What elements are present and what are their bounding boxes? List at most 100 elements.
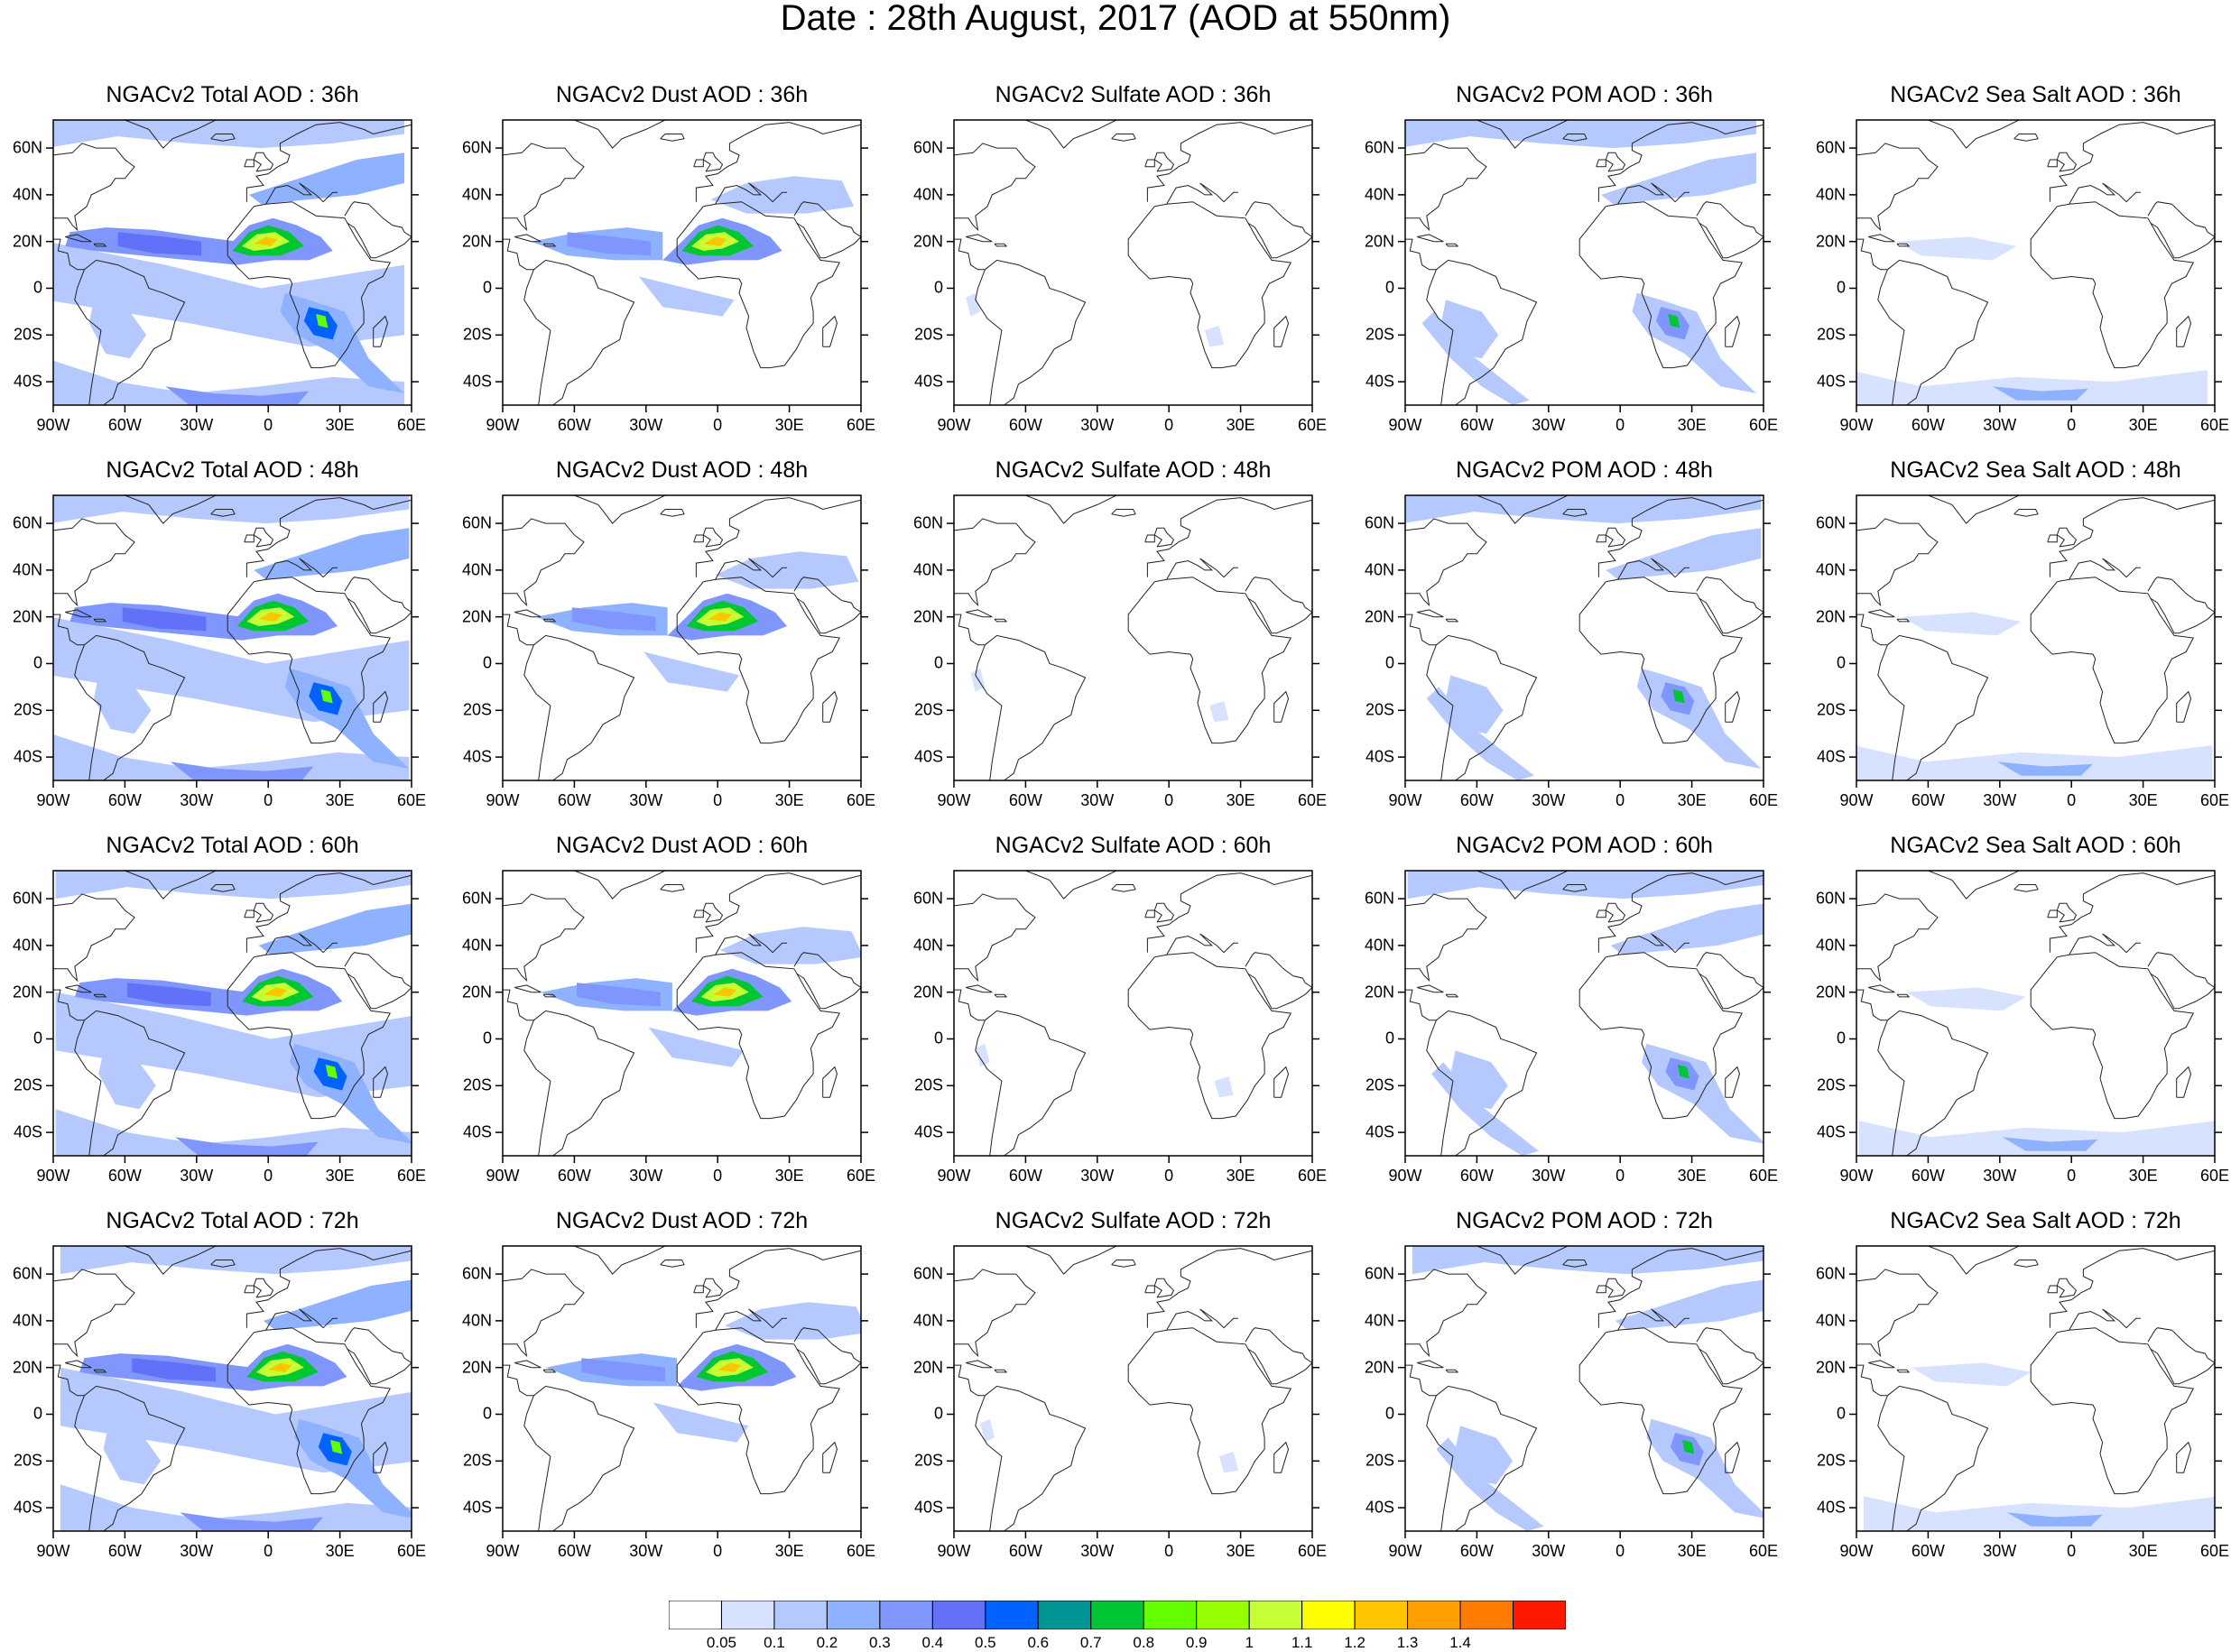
lat-tick-label: 20N	[1364, 232, 1394, 251]
coastline	[2147, 952, 2215, 988]
lon-tick-label: 30W	[1080, 416, 1115, 434]
lat-tick-label: 40N	[1815, 936, 1846, 955]
coastline	[1562, 134, 1588, 142]
coastline	[2013, 884, 2039, 892]
lon-tick-label: 0	[2067, 1542, 2077, 1560]
coastline	[1856, 893, 1939, 983]
aod-plume	[94, 675, 152, 734]
coastline	[1273, 315, 1290, 347]
coastline	[1856, 518, 1939, 607]
lon-tick-label: 90W	[486, 791, 520, 809]
lat-tick-label: 60N	[461, 138, 492, 157]
lon-tick-label: 0	[264, 1542, 273, 1560]
coastline	[265, 1308, 338, 1331]
lat-tick-label: 40N	[1364, 1311, 1394, 1330]
lat-tick-label: 60N	[1815, 889, 1846, 908]
lon-tick-label: 60E	[396, 1167, 427, 1185]
lat-tick-label: 40N	[12, 560, 42, 579]
coastline	[1111, 1260, 1136, 1268]
lat-tick-label: 0	[933, 653, 943, 672]
lon-tick-label: 60W	[557, 1542, 591, 1560]
coastline	[822, 1441, 838, 1473]
colorbar-swatch	[826, 1601, 881, 1629]
coastline	[65, 609, 92, 618]
panel-title: NGACv2 Total AOD : 48h	[106, 457, 359, 483]
lat-tick-label: 40N	[1364, 936, 1394, 955]
coastline	[1696, 1327, 1764, 1363]
coastline	[1617, 933, 1689, 955]
lon-tick-label: 30W	[629, 1542, 663, 1560]
lat-tick-label: 40S	[13, 372, 42, 391]
lon-tick-label: 30E	[325, 791, 355, 809]
lon-tick-label: 30W	[629, 791, 663, 809]
lat-tick-label: 0	[32, 278, 42, 297]
coastline	[1405, 518, 1487, 607]
coastline	[1146, 872, 1312, 953]
coastline	[543, 871, 666, 900]
lat-tick-label: 60N	[912, 138, 943, 157]
coastline	[1245, 201, 1312, 237]
lat-tick-label: 20N	[1364, 1358, 1394, 1377]
coastline	[975, 1385, 1087, 1531]
coastline	[1405, 989, 1437, 1021]
lon-tick-label: 30E	[325, 1542, 355, 1560]
lon-tick-label: 90W	[36, 416, 70, 434]
coastline	[514, 234, 542, 243]
coastline	[1868, 984, 1895, 993]
lat-tick-label: 60N	[912, 889, 943, 908]
coastline	[995, 120, 1117, 149]
aod-plume	[1204, 325, 1225, 347]
lon-tick-label: 60E	[2199, 1167, 2230, 1185]
lat-tick-label: 40N	[461, 936, 492, 955]
lat-tick-label: 40S	[13, 1498, 42, 1517]
lat-tick-label: 20N	[1364, 607, 1394, 626]
lon-tick-label: 60E	[846, 416, 876, 434]
coastline	[793, 1327, 861, 1363]
coastline	[1856, 238, 1888, 271]
coastline	[542, 993, 557, 998]
coastline	[1597, 497, 1764, 577]
coastline	[253, 152, 274, 172]
coastline	[796, 973, 861, 1010]
lat-tick-label: 0	[1384, 653, 1394, 672]
coastline	[1877, 634, 1989, 780]
aod-map	[1398, 494, 1771, 788]
coastline	[1596, 159, 1606, 168]
coastline	[514, 609, 542, 618]
lat-tick-label: 60N	[12, 513, 42, 532]
aod-plume	[1856, 745, 2213, 780]
coastline	[344, 577, 412, 613]
aod-plume	[165, 386, 310, 405]
coastline	[1426, 259, 1538, 405]
lon-tick-label: 30W	[1983, 1542, 2017, 1560]
lat-tick-label: 0	[1836, 1029, 1846, 1047]
lon-tick-label: 30W	[1532, 791, 1566, 809]
aod-plume	[1677, 1065, 1689, 1079]
lon-tick-label: 30W	[1983, 791, 2017, 809]
panel-title: NGACv2 Dust AOD : 48h	[555, 457, 809, 483]
coastline	[1696, 201, 1764, 237]
coastline	[347, 1348, 412, 1385]
lat-tick-label: 40S	[1816, 1122, 1846, 1141]
lon-tick-label: 90W	[1388, 1542, 1422, 1560]
colorbar-swatch	[1196, 1601, 1250, 1629]
lat-tick-label: 20N	[461, 607, 492, 626]
coastline	[210, 509, 236, 517]
aod-plume	[719, 927, 861, 964]
aod-plume	[571, 607, 656, 632]
coastline	[676, 201, 840, 369]
lat-tick-label: 0	[482, 653, 492, 672]
aod-plume	[1856, 370, 2208, 405]
panel-title: NGACv2 POM AOD : 60h	[1456, 833, 1713, 858]
aod-plume	[1214, 1075, 1234, 1098]
coastline	[1596, 909, 1606, 918]
aod-plume	[175, 1137, 319, 1156]
coastline	[1445, 618, 1459, 623]
coastline	[1247, 222, 1312, 259]
coastline	[53, 989, 85, 1021]
lat-tick-label: 40N	[461, 185, 492, 204]
lon-tick-label: 30W	[1532, 416, 1566, 434]
coastline	[954, 614, 986, 646]
aod-plume	[60, 1484, 412, 1531]
coastline	[1868, 1360, 1895, 1369]
